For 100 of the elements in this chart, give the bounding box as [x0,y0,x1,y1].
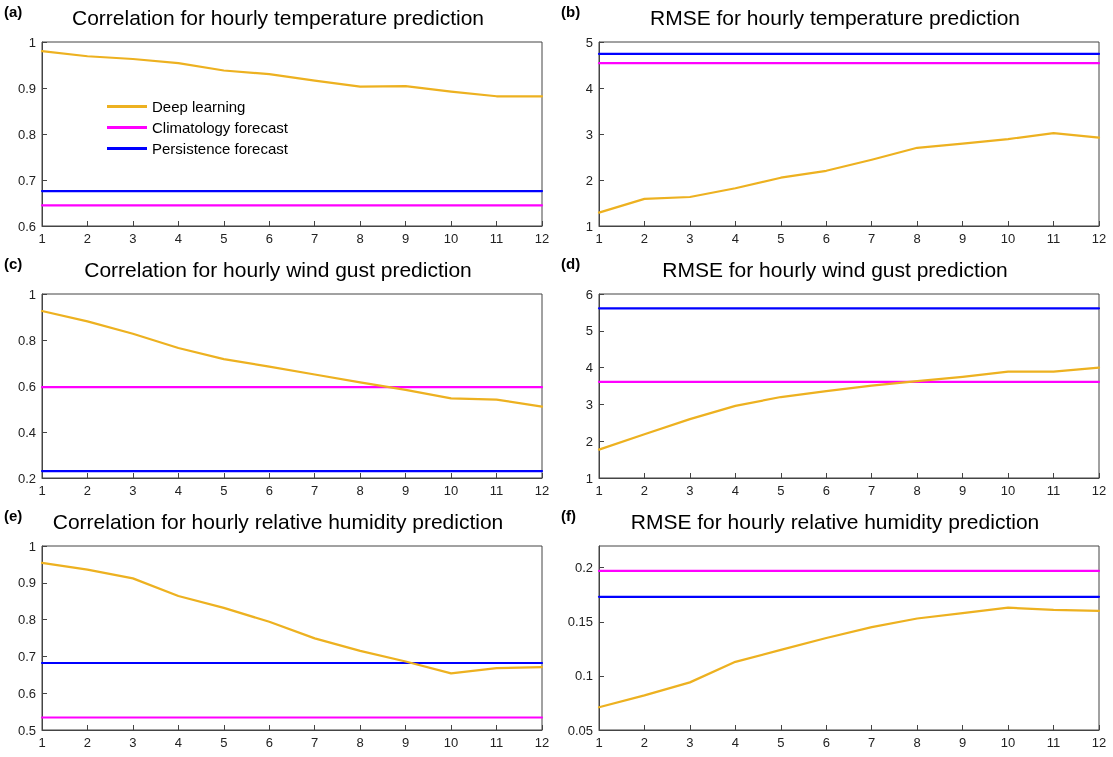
chart-title: Correlation for hourly relative humidity prediction [52,510,504,533]
text: (c) [4,255,23,272]
x-tick-label: 2 [640,735,649,750]
legend-label: Climatology forecast [152,119,289,136]
y-tick-label: 5 [585,34,593,50]
line-series [597,606,1101,709]
x-tick-label: 9 [402,483,410,498]
x-tick-label: 6 [265,735,273,750]
x-tick-label: 6 [265,231,273,246]
x-tick-label: 8 [913,483,921,498]
x-tick-label: 3 [129,231,137,246]
x-tick-label: 10 [443,735,459,750]
x-tick-label: 7 [868,735,876,750]
x-tick-label: 4 [731,231,739,246]
y-tick-label: 0.2 [17,470,36,486]
y-tick-label: 0.6 [17,378,36,394]
x-tick-label: 11 [1046,735,1061,750]
line-series [40,561,544,675]
y-tick-label: 0.9 [17,80,36,96]
y-tick-label: 0.7 [17,648,36,664]
y-tick-label: 4 [585,80,593,96]
line-series [40,309,544,408]
x-tick-label: 1 [595,735,603,750]
y-tick-label: 0.15 [567,614,593,630]
text: (a) [4,3,23,20]
chart-title: RMSE for hourly temperature prediction [650,6,1020,29]
y-tick-label: 0.7 [17,172,36,188]
y-tick-label: 0.6 [17,218,36,234]
x-tick-label: 12 [534,483,550,498]
x-tick-label: 2 [83,483,92,498]
x-tick-label: 10 [443,231,459,246]
y-tick-label: 1 [585,470,593,486]
chart-title: Correlation for hourly temperature prediction [71,6,485,29]
y-tick-label: 0.6 [17,685,36,701]
x-tick-label: 6 [822,231,830,246]
x-tick-label: 3 [129,483,137,498]
x-tick-label: 5 [220,231,228,246]
y-tick-label: 0.5 [17,722,36,738]
y-tick-label: 1 [585,218,593,234]
x-tick-label: 2 [83,231,92,246]
text: (b) [561,3,581,20]
line-series [40,50,544,98]
x-tick-label: 4 [731,483,739,498]
x-tick-label: 9 [959,231,967,246]
x-tick-label: 2 [83,735,92,750]
y-tick-label: 3 [585,396,593,412]
line-series [597,366,1101,451]
y-tick-label: 6 [585,286,593,302]
x-tick-label: 8 [356,231,364,246]
y-tick-label: 3 [585,126,593,142]
x-tick-label: 11 [489,483,504,498]
chart-title: RMSE for hourly wind gust prediction [662,258,1008,281]
y-tick-label: 4 [585,360,593,376]
x-tick-label: 5 [220,735,228,750]
x-tick-label: 2 [640,231,649,246]
x-tick-label: 9 [402,735,410,750]
y-tick-label: 2 [585,433,593,449]
x-tick-label: 10 [1000,231,1016,246]
text: (d) [561,255,581,272]
x-tick-label: 7 [311,231,319,246]
x-tick-label: 10 [1000,483,1016,498]
x-tick-label: 9 [959,483,967,498]
x-tick-label: 4 [174,483,182,498]
x-tick-label: 11 [1046,483,1061,498]
y-tick-label: 2 [585,172,593,188]
x-tick-label: 6 [822,483,830,498]
text: (f) [561,507,576,524]
x-tick-label: 8 [356,735,364,750]
y-tick-label: 0.05 [567,722,593,738]
chart-title: Correlation for hourly wind gust prediction [84,258,472,281]
y-tick-label: 0.8 [17,612,36,628]
x-tick-label: 1 [38,735,46,750]
x-tick-label: 4 [731,735,739,750]
legend-label: Persistence forecast [152,140,289,157]
y-tick-label: 0.4 [17,424,36,440]
y-tick-label: 0.2 [574,560,593,576]
y-tick-label: 1 [28,538,36,554]
x-tick-label: 1 [38,483,46,498]
y-tick-label: 0.1 [574,668,593,684]
x-tick-label: 3 [686,735,694,750]
x-tick-label: 8 [913,735,921,750]
x-tick-label: 6 [265,483,273,498]
x-tick-label: 5 [220,483,228,498]
x-tick-label: 1 [595,483,603,498]
x-tick-label: 8 [913,231,921,246]
x-tick-label: 5 [777,483,785,498]
y-tick-label: 0.9 [17,575,36,591]
x-tick-label: 12 [534,735,550,750]
x-tick-label: 7 [868,483,876,498]
y-tick-label: 0.8 [17,332,36,348]
x-tick-label: 11 [489,231,504,246]
x-tick-label: 9 [959,735,967,750]
x-tick-label: 10 [1000,735,1016,750]
chart-title: RMSE for hourly relative humidity prediction [630,510,1040,533]
x-tick-label: 2 [640,483,649,498]
x-tick-label: 10 [443,483,459,498]
x-tick-label: 12 [1091,483,1107,498]
x-tick-label: 12 [534,231,550,246]
y-tick-label: 5 [585,323,593,339]
x-tick-label: 7 [868,231,876,246]
